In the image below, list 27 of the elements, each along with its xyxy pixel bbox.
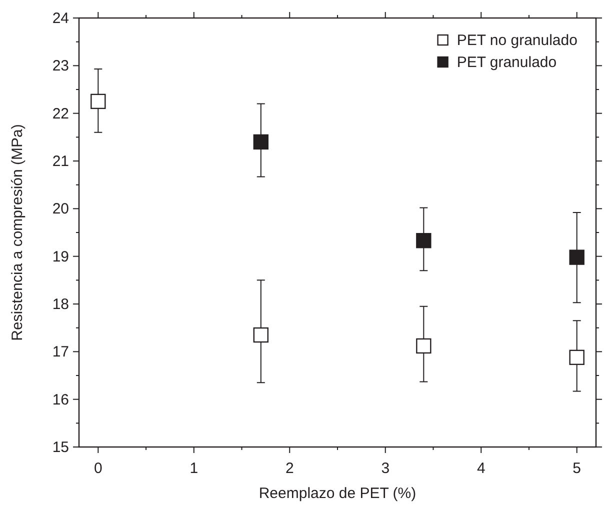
x-tick-label: 5 [572, 460, 582, 477]
point [569, 250, 584, 265]
x-tick-label: 1 [190, 460, 198, 477]
x-tick-label: 2 [285, 460, 294, 477]
x-tick-label: 4 [476, 460, 486, 477]
y-tick-label: 22 [52, 105, 69, 122]
y-tick-label: 18 [52, 296, 69, 313]
y-tick-label: 15 [52, 439, 69, 456]
y-tick-label: 19 [52, 248, 69, 266]
x-tick-label: 3 [381, 460, 390, 477]
y-tick-label: 23 [52, 58, 69, 75]
x-tick-label: 0 [94, 460, 102, 477]
point [416, 338, 432, 354]
point [90, 94, 106, 110]
y-tick-label: 24 [52, 10, 69, 27]
y-tick-label: 16 [52, 391, 69, 408]
y-axis-title: Resistencia a compresión (MPa) [9, 124, 26, 341]
point [253, 327, 269, 343]
legend-label: PET no granulado [456, 32, 578, 49]
point [253, 134, 269, 150]
y-tick-label: 17 [52, 344, 69, 361]
y-tick-label: 20 [52, 200, 69, 218]
point [569, 350, 584, 365]
x-axis-title: Reemplazo de PET (%) [258, 485, 416, 502]
y-tick-label: 21 [52, 153, 69, 170]
legend-label: PET granulado [456, 54, 557, 71]
point [416, 233, 432, 248]
